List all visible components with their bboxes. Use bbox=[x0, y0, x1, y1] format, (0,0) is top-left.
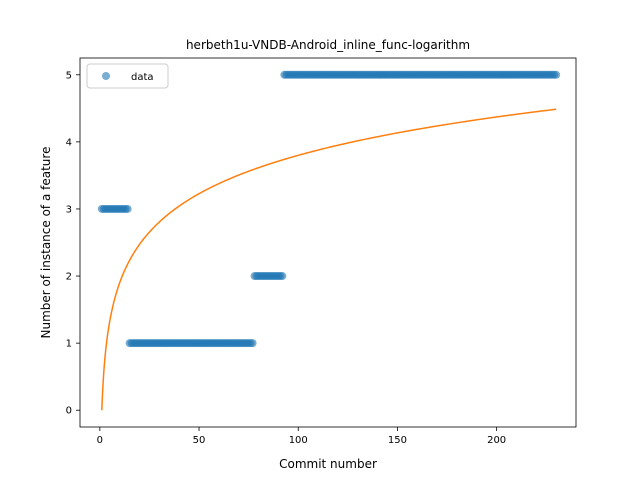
marks bbox=[97, 70, 561, 411]
x-tick-label: 150 bbox=[388, 435, 407, 446]
y-tick-label: 0 bbox=[66, 406, 72, 417]
legend-box bbox=[86, 63, 169, 89]
x-tick-label: 200 bbox=[487, 435, 506, 446]
y-tick-label: 3 bbox=[66, 204, 72, 215]
axes-frame bbox=[79, 57, 577, 428]
legend: data bbox=[86, 63, 169, 89]
chart-title: herbeth1u-VNDB-Android_inline_func-logar… bbox=[186, 38, 470, 52]
y-tick-label: 5 bbox=[66, 70, 72, 81]
x-tick-label: 0 bbox=[97, 435, 103, 446]
y-tick-label: 1 bbox=[66, 339, 72, 350]
y-tick-label: 2 bbox=[66, 272, 72, 283]
x-tick-label: 50 bbox=[193, 435, 206, 446]
data-point bbox=[123, 204, 132, 213]
y-axis-label: Number of instance of a feature bbox=[39, 147, 53, 339]
data-point bbox=[248, 339, 257, 348]
data-point bbox=[278, 272, 287, 281]
y-ticks: 0 1 2 3 4 5 bbox=[66, 70, 80, 417]
legend-marker bbox=[102, 72, 110, 80]
x-axis-label: Commit number bbox=[279, 457, 377, 471]
fit-curve bbox=[101, 108, 557, 411]
y-tick-label: 4 bbox=[66, 137, 72, 148]
x-tick-label: 100 bbox=[289, 435, 308, 446]
legend-label: data bbox=[131, 72, 154, 83]
data-point bbox=[552, 70, 561, 79]
x-ticks: 0 50 100 150 200 bbox=[97, 427, 506, 446]
